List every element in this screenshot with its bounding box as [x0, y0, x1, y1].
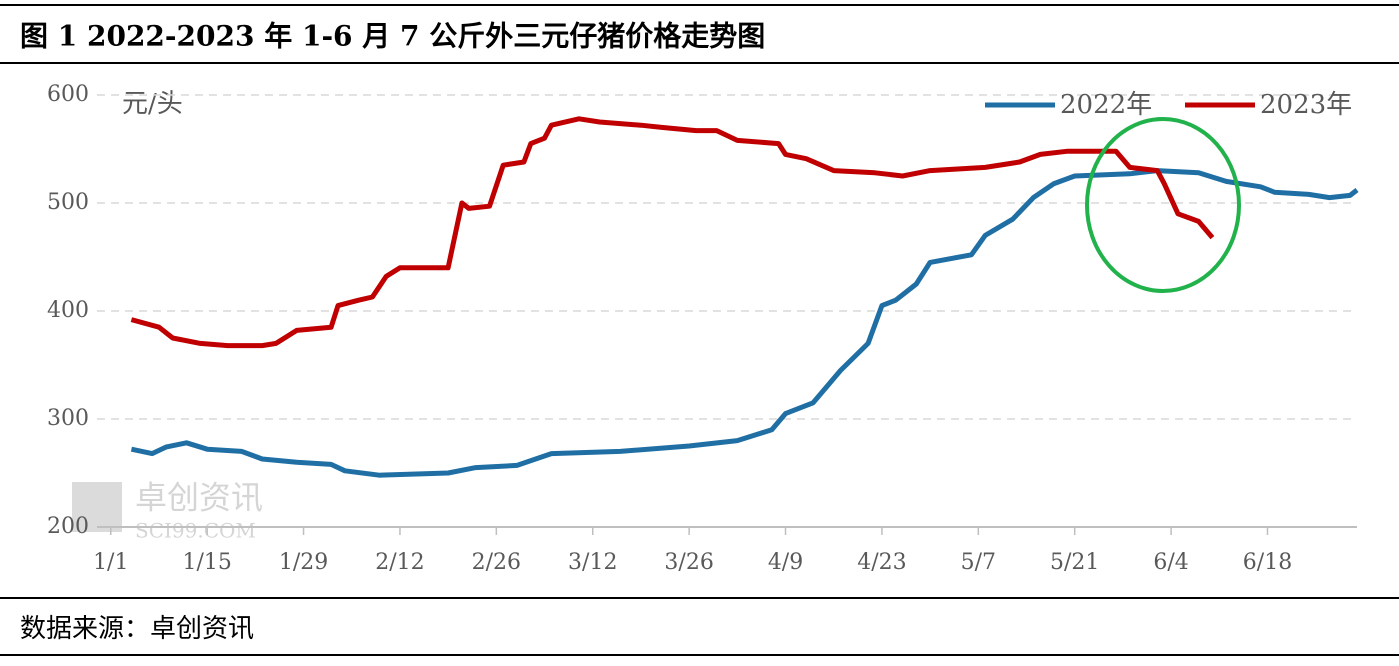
y-tick-label: 600	[47, 82, 89, 107]
x-tick-label: 5/7	[961, 550, 996, 575]
x-tick-label: 2/12	[375, 550, 424, 575]
watermark-logo	[72, 482, 122, 532]
x-tick-label: 4/23	[857, 550, 906, 575]
series-line	[130, 168, 1359, 478]
watermark-text: SCI99.COM	[135, 519, 256, 543]
y-tick-label: 200	[47, 514, 89, 539]
legend-label: 2023年	[1260, 90, 1352, 120]
x-tick-label: 4/9	[768, 550, 803, 575]
x-tick-label: 1/29	[279, 550, 328, 575]
x-tick-label: 1/15	[182, 550, 231, 575]
x-tick-label: 2/26	[472, 550, 521, 575]
watermark-text: 卓创资讯	[135, 479, 263, 517]
x-tick-label: 3/26	[664, 550, 713, 575]
highlight-ellipse	[1085, 117, 1241, 293]
y-axis-label: 元/头	[122, 89, 183, 119]
plot: 200 300 400 500 600 1/1 1/15 1/29 2/12 2/26 3/12 3/…	[47, 82, 1359, 575]
series-line	[130, 116, 1215, 349]
y-tick-label: 500	[47, 190, 89, 215]
watermark: 卓创资讯 SCI99.COM	[72, 479, 263, 543]
x-tick-label: 3/12	[568, 550, 617, 575]
x-tick-label: 5/21	[1050, 550, 1099, 575]
y-tick-label: 300	[47, 406, 89, 431]
x-tick-label: 1/1	[93, 550, 128, 575]
source: 数据来源：卓创资讯	[20, 614, 254, 644]
y-tick-label: 400	[47, 298, 89, 323]
x-tick-label: 6/4	[1153, 550, 1188, 575]
chart-title: 图 1 2022-2023 年 1-6 月 7 公斤外三元仔猪价格走势图	[20, 20, 765, 53]
legend-label: 2022年	[1060, 90, 1152, 120]
x-tick-label: 6/18	[1243, 550, 1292, 575]
